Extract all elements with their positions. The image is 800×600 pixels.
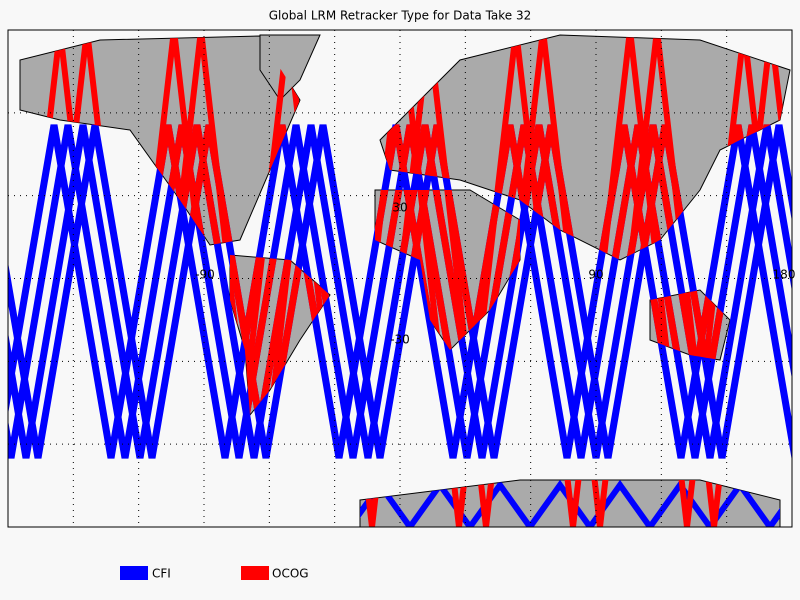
lat-label: -30 <box>390 333 410 347</box>
legend-swatch <box>241 566 269 580</box>
graticule <box>8 30 792 527</box>
lon-label: 180 <box>773 268 796 282</box>
title: Global LRM Retracker Type for Data Take … <box>269 9 532 23</box>
lat-label: 30 <box>392 201 407 215</box>
track <box>8 124 792 459</box>
legend-label: CFI <box>152 567 171 581</box>
track <box>8 124 792 459</box>
lon-label: 90 <box>588 268 603 282</box>
legend-label: OCOG <box>272 567 309 581</box>
map-frame <box>7 29 793 528</box>
lon-label: -90 <box>195 268 215 282</box>
legend-swatch <box>120 566 148 580</box>
